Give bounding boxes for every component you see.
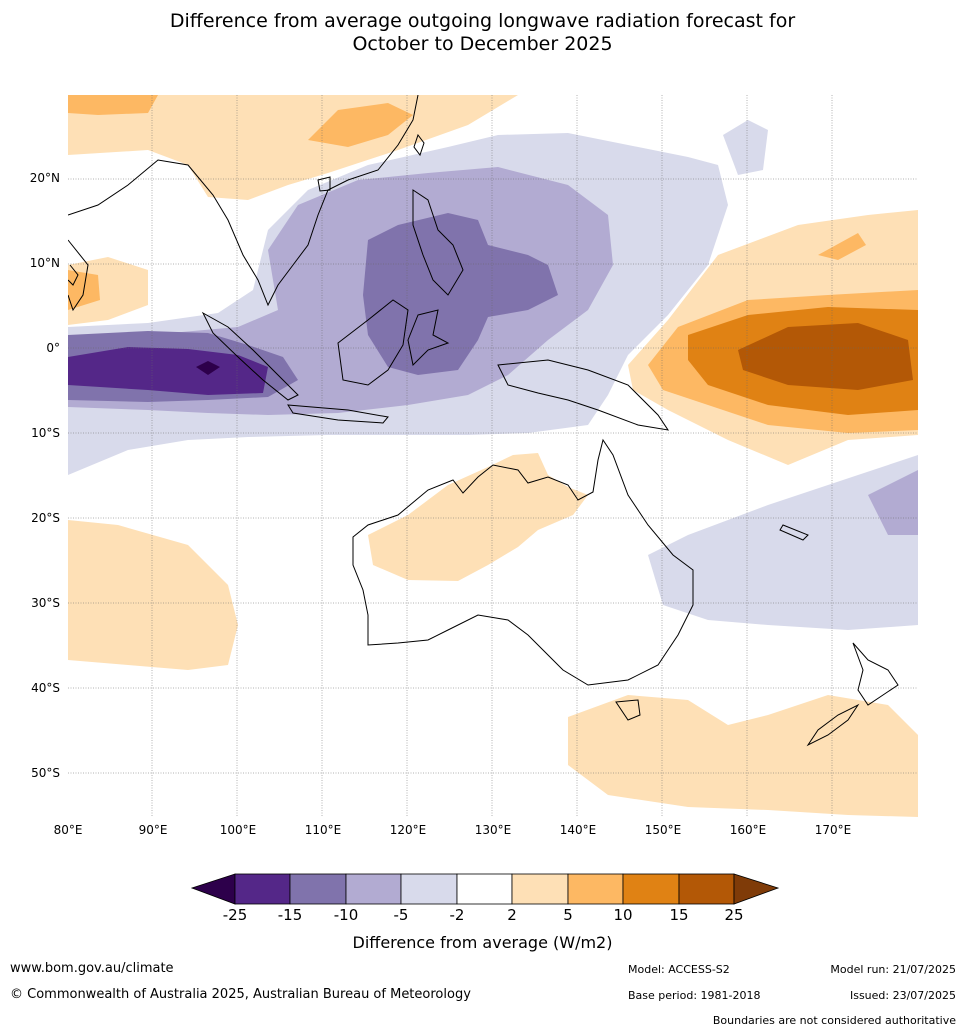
lat-label-20n: 20°N [29, 171, 60, 185]
colorbar-swatch-9 [678, 873, 735, 905]
title-line-1: Difference from average outgoing longwav… [169, 10, 796, 32]
coastline-asia-mainland [68, 95, 419, 307]
graticule [68, 95, 918, 817]
title-line-2: October to December 2025 [352, 33, 613, 55]
anomaly-region-light-purple-southwest-pacific [648, 455, 918, 630]
forecast-map [68, 95, 918, 817]
coastline-new-zealand-north [852, 642, 899, 706]
lat-label-20s: 20°S [31, 511, 60, 525]
colorbar-tick-minus-2: -2 [449, 906, 465, 924]
colorbar [190, 872, 780, 912]
anomaly-region-light-orange-southern-ocean [568, 695, 918, 817]
footer-base-period: Base period: 1981-2018 [628, 989, 761, 1002]
coastline-java [287, 404, 389, 424]
anomaly-region-light-purple-northeast [723, 120, 768, 175]
anomaly-region-orange-northwest [68, 95, 158, 115]
coastlines [68, 95, 899, 747]
lat-label-10s: 10°S [31, 426, 60, 440]
anomaly-region-light-orange-south-indian-ocean [68, 520, 238, 670]
colorbar-tick-10: 10 [613, 906, 633, 924]
lat-label-40s: 40°S [31, 681, 60, 695]
colorbar-swatch-7 [567, 873, 624, 905]
colorbar-swatch-1 [234, 873, 291, 905]
lat-label-0: 0° [46, 341, 60, 355]
colorbar-swatch-below-min [190, 873, 236, 905]
colorbar-swatch-5 [456, 873, 513, 905]
coastline-tasmania [615, 699, 641, 721]
anomaly-region-deep-purple-east-indian-ocean [68, 347, 268, 395]
coastline-sumatra [201, 311, 299, 401]
footer-disclaimer: Boundaries are not considered authoritat… [712, 1014, 956, 1027]
footer-issued: Issued: 23/07/2025 [849, 989, 956, 1002]
coastline-borneo [337, 299, 409, 386]
lon-label-120e: 120°E [389, 823, 427, 837]
lon-label-90e: 90°E [138, 823, 168, 837]
coastline-sri-lanka [68, 264, 79, 286]
colorbar-swatch-3 [345, 873, 402, 905]
lon-label-130e: 130°E [474, 823, 512, 837]
footer-model-run: Model run: 21/07/2025 [830, 963, 956, 976]
lon-label-110e: 110°E [304, 823, 342, 837]
map-canvas [68, 95, 918, 817]
colorbar-tick-minus-15: -15 [277, 906, 303, 924]
anomaly-region-orange-south-china [308, 103, 413, 147]
lon-label-150e: 150°E [644, 823, 682, 837]
colorbar-tick-minus-25: -25 [222, 906, 248, 924]
colorbar-tick-2: 2 [507, 906, 517, 924]
coastline-new-caledonia [779, 524, 809, 541]
anomaly-region-light-orange-north [68, 95, 518, 200]
coastline-australia [352, 438, 694, 686]
anomaly-region-darkest-purple [196, 361, 220, 375]
anomaly-region-orange-north-pacific [818, 233, 866, 260]
colorbar-swatch-4 [400, 873, 458, 905]
coastline-india [68, 239, 89, 312]
map-title: Difference from average outgoing longwav… [0, 10, 965, 56]
lon-label-80e: 80°E [53, 823, 83, 837]
anomaly-region-light-orange-northern-australia [368, 453, 588, 581]
colorbar-tick-25: 25 [724, 906, 744, 924]
coastline-hainan [317, 176, 331, 192]
coastline-new-guinea [497, 359, 670, 431]
footer-model: Model: ACCESS-S2 [628, 963, 730, 976]
colorbar-swatch-2 [289, 873, 347, 905]
colorbar-tick-minus-10: -10 [333, 906, 359, 924]
colorbar-tick-5: 5 [563, 906, 573, 924]
coastline-taiwan [413, 133, 425, 157]
colorbar-swatch-above-max [733, 873, 780, 905]
lat-label-30s: 30°S [31, 596, 60, 610]
lon-label-140e: 140°E [559, 823, 597, 837]
lon-label-100e: 100°E [219, 823, 257, 837]
coastline-sulawesi [407, 309, 450, 367]
lat-label-10n: 10°N [29, 256, 60, 270]
anomaly-region-purple-southwest-pacific [868, 470, 918, 535]
colorbar-swatch-8 [622, 873, 680, 905]
anomaly-region-brown-central-pacific [738, 323, 913, 390]
footer-website-link[interactable]: www.bom.gov.au/climate [10, 961, 174, 976]
footer-copyright: © Commonwealth of Australia 2025, Austra… [10, 987, 471, 1002]
colorbar-label: Difference from average (W/m2) [352, 933, 613, 952]
lat-label-50s: 50°S [31, 766, 60, 780]
coastline-new-zealand-south [806, 703, 860, 747]
colorbar-tick-15: 15 [669, 906, 689, 924]
colorbar-swatch-6 [511, 873, 569, 905]
colorbar-tick-minus-5: -5 [393, 906, 409, 924]
lon-label-160e: 160°E [729, 823, 767, 837]
coastline-philippines [412, 189, 464, 296]
anomaly-region-mid-purple-central [363, 213, 558, 375]
lon-label-170e: 170°E [814, 823, 852, 837]
